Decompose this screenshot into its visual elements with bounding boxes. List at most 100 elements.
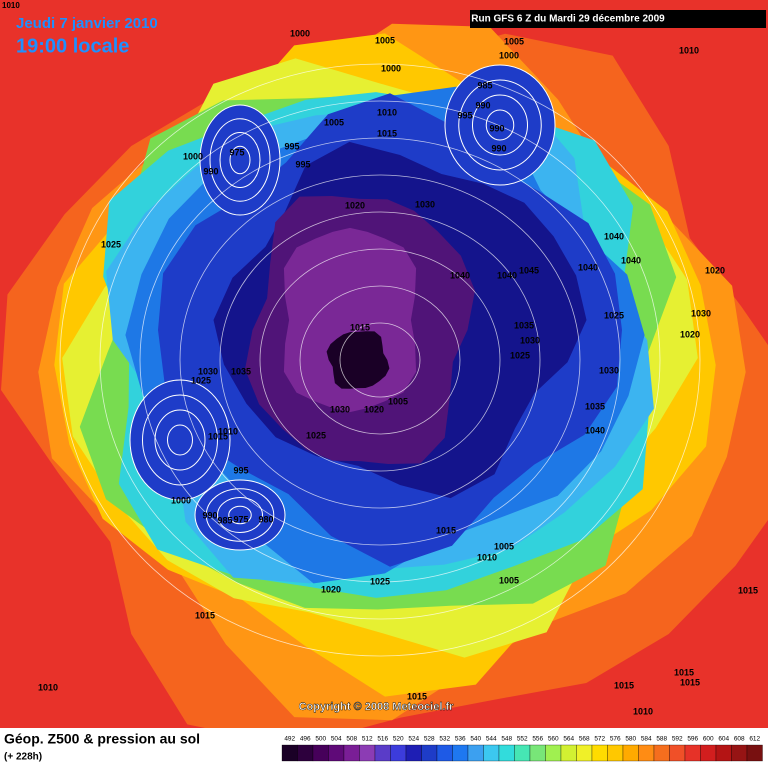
- scale-label: 580: [625, 736, 636, 743]
- scale-swatch: [746, 744, 763, 762]
- scale-label: 508: [346, 736, 357, 743]
- scale-swatch: [374, 744, 391, 762]
- scale-label: 600: [703, 736, 714, 743]
- scale-label: 496: [300, 736, 311, 743]
- isobar-label: 1005: [388, 396, 408, 406]
- isobar-label: 1040: [578, 262, 598, 272]
- isobar-line: [228, 505, 252, 525]
- scale-swatch: [514, 744, 531, 762]
- scale-swatch: [529, 744, 546, 762]
- isobar-label: 1015: [208, 431, 228, 441]
- scale-swatch: [421, 744, 438, 762]
- map-background: [0, 0, 768, 747]
- isobar-label: 1010: [477, 552, 497, 562]
- isobar-label: 975: [229, 147, 244, 157]
- isobar-label: 985: [217, 515, 232, 525]
- scale-swatch: [715, 744, 732, 762]
- isobar-line: [142, 394, 218, 486]
- isobar-label: 990: [491, 143, 506, 153]
- isobar-line: [99, 100, 661, 620]
- scale-swatch: [328, 744, 345, 762]
- isobar-line: [129, 379, 231, 501]
- isobar-label: 1000: [183, 151, 203, 161]
- isobar-label: 1010: [377, 107, 397, 117]
- scale-swatch: [576, 744, 593, 762]
- scale-swatch: [560, 744, 577, 762]
- isobar-line: [458, 79, 542, 171]
- scale-swatch: [731, 744, 748, 762]
- scale-label: 500: [315, 736, 326, 743]
- footer-title: Géop. Z500 & pression au sol: [4, 731, 200, 747]
- run-box: [470, 10, 766, 28]
- isobar-label: 1000: [499, 50, 519, 60]
- isobar-label: 1000: [290, 28, 310, 38]
- scale-swatch: [359, 744, 376, 762]
- isobar-line: [229, 145, 251, 175]
- isobar-label: 995: [295, 159, 310, 169]
- corner-label: 1010: [2, 1, 20, 10]
- isobar-label: 1010: [679, 45, 699, 55]
- isobar-line: [179, 174, 581, 546]
- scale-label: 560: [548, 736, 559, 743]
- isobar-line: [485, 109, 515, 141]
- isobar-label: 1025: [370, 576, 390, 586]
- forecast-time: 19:00 locale: [16, 35, 129, 57]
- scale-label: 572: [594, 736, 605, 743]
- isobar-line: [219, 132, 261, 188]
- isobar-label: 1010: [38, 682, 58, 692]
- isobar-line: [444, 64, 556, 186]
- isobar-label: 1030: [198, 366, 218, 376]
- scale-swatch: [312, 744, 329, 762]
- isobar-label: 990: [489, 123, 504, 133]
- scale-label: 592: [672, 736, 683, 743]
- isobar-label: 985: [477, 80, 492, 90]
- isobar-label: 1045: [519, 265, 539, 275]
- isobar-label: 1040: [621, 255, 641, 265]
- isobar-label: 1015: [195, 610, 215, 620]
- scale-label: 552: [517, 736, 528, 743]
- isobar-label: 1010: [633, 706, 653, 716]
- scale-label: 596: [687, 736, 698, 743]
- isobar-label: 1035: [585, 401, 605, 411]
- scale-label: 612: [749, 736, 760, 743]
- isobar-label: 1015: [680, 677, 700, 687]
- scale-label: 504: [331, 736, 342, 743]
- scale-label: 548: [501, 736, 512, 743]
- isobar-line: [59, 63, 701, 657]
- scale-swatch: [700, 744, 717, 762]
- isobar-label: 990: [202, 510, 217, 520]
- isobar-label: 990: [475, 100, 490, 110]
- isobar-line: [209, 118, 271, 202]
- scale-label: 516: [377, 736, 388, 743]
- isobar-label: 1000: [171, 495, 191, 505]
- isobar-label: 1030: [691, 308, 711, 318]
- isobar-line: [154, 409, 206, 471]
- scale-label: 608: [734, 736, 745, 743]
- forecast-date: Jeudi 7 janvier 2010: [16, 15, 158, 32]
- scale-swatch: [405, 744, 422, 762]
- scale-swatch: [452, 744, 469, 762]
- isobar-line: [139, 137, 621, 583]
- isobar-label: 1030: [599, 365, 619, 375]
- scale-swatch: [607, 744, 624, 762]
- isobar-label: 1025: [604, 310, 624, 320]
- scale-label: 512: [362, 736, 373, 743]
- scale-label: 564: [563, 736, 574, 743]
- isobar-label: 1020: [680, 329, 700, 339]
- isobar-line: [199, 104, 281, 216]
- isobar-label: 1015: [407, 691, 427, 701]
- isobar-label: 1010: [218, 426, 238, 436]
- scale-label: 568: [579, 736, 590, 743]
- isobar-label: 1035: [514, 320, 534, 330]
- isobar-label: 1005: [499, 575, 519, 585]
- isobar-label: 1005: [504, 36, 524, 46]
- low-pressure-area: [195, 480, 285, 550]
- isobar-label: 1015: [614, 680, 634, 690]
- scale-swatch: [343, 744, 360, 762]
- low-pressure-area: [200, 105, 280, 215]
- scale-swatch: [498, 744, 515, 762]
- scale-label: 492: [284, 736, 295, 743]
- isobar-label: 1020: [364, 404, 384, 414]
